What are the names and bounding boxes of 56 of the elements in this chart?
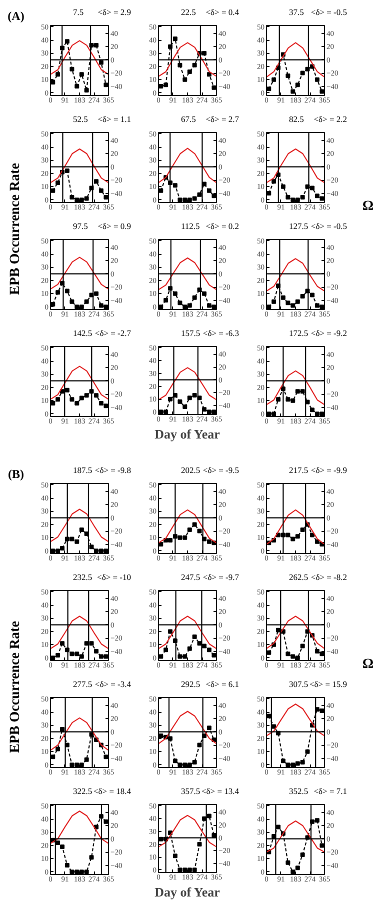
chart-title: 82.5 [289, 114, 304, 124]
y-axis-title: EPB Occurrence Rate [7, 163, 24, 295]
chart-subtitle: <δ> = 0.9 [98, 221, 131, 231]
chart-title: 307.5 [289, 679, 308, 689]
chart-title: 247.5 [181, 572, 200, 582]
chart-title: 127.5 [289, 221, 308, 231]
chart-title: 292.5 [181, 679, 200, 689]
chart-title: 22.5 [181, 7, 196, 17]
chart-title: 157.5 [181, 328, 200, 338]
chart-title: 52.5 [73, 114, 88, 124]
x-axis-title: Day of Year [154, 426, 220, 442]
y-axis-title: EPB Occurrence Rate [7, 621, 24, 753]
y2-axis-title: Ω [362, 656, 374, 674]
x-axis-title: Day of Year [154, 884, 220, 900]
text: (B) [8, 466, 24, 484]
chart-title: 37.5 [289, 7, 304, 17]
chart-subtitle: <δ> = 0.2 [206, 221, 239, 231]
chart-title: 172.5 [289, 328, 308, 338]
chart-subtitle: <δ> = -0.5 [310, 7, 347, 17]
chart-title: 217.5 [289, 465, 308, 475]
chart-subtitle: <δ> = 13.4 [201, 786, 239, 796]
chart-subtitle: <δ> = 15.9 [309, 679, 347, 689]
chart-subtitle: <δ> = 0.4 [206, 7, 239, 17]
chart-subtitle: <δ> = 7.1 [314, 786, 347, 796]
chart-title: 187.5 [73, 465, 92, 475]
chart-subtitle: <δ> = 1.1 [98, 114, 131, 124]
chart-title: 322.5 [73, 786, 92, 796]
chart-title: 112.5 [181, 221, 200, 231]
y2-axis-title: Ω [362, 198, 374, 216]
chart-subtitle: <δ> = -9.9 [310, 465, 347, 475]
chart-title: 232.5 [73, 572, 92, 582]
chart-title: 357.5 [181, 786, 200, 796]
chart-title: 97.5 [73, 221, 88, 231]
chart-subtitle: <δ> = -2.7 [94, 328, 131, 338]
chart-subtitle: <δ> = -10 [97, 572, 131, 582]
chart-subtitle: <δ> = 2.7 [206, 114, 239, 124]
chart-title: 262.5 [289, 572, 308, 582]
chart-title: 352.5 [289, 786, 308, 796]
chart-subtitle: <δ> = 18.4 [93, 786, 131, 796]
chart-title: 277.5 [73, 679, 92, 689]
chart-subtitle: <δ> = -8.2 [310, 572, 347, 582]
chart-title: 67.5 [181, 114, 196, 124]
chart-title: 202.5 [181, 465, 200, 475]
chart-subtitle: <δ> = -6.3 [202, 328, 239, 338]
chart-subtitle: <δ> = 6.1 [206, 679, 239, 689]
chart-subtitle: <δ> = -3.4 [94, 679, 131, 689]
text: (A) [8, 8, 24, 26]
chart-subtitle: <δ> = -9.7 [202, 572, 239, 582]
chart-title: 7.5 [73, 7, 84, 17]
chart-subtitle: <δ> = 2.9 [98, 7, 131, 17]
chart-subtitle: <δ> = -9.2 [310, 328, 347, 338]
chart-title: 142.5 [73, 328, 92, 338]
chart-subtitle: <δ> = -9.8 [94, 465, 131, 475]
chart-subtitle: <δ> = 2.2 [314, 114, 347, 124]
chart-subtitle: <δ> = -0.5 [310, 221, 347, 231]
chart-subtitle: <δ> = -9.5 [202, 465, 239, 475]
